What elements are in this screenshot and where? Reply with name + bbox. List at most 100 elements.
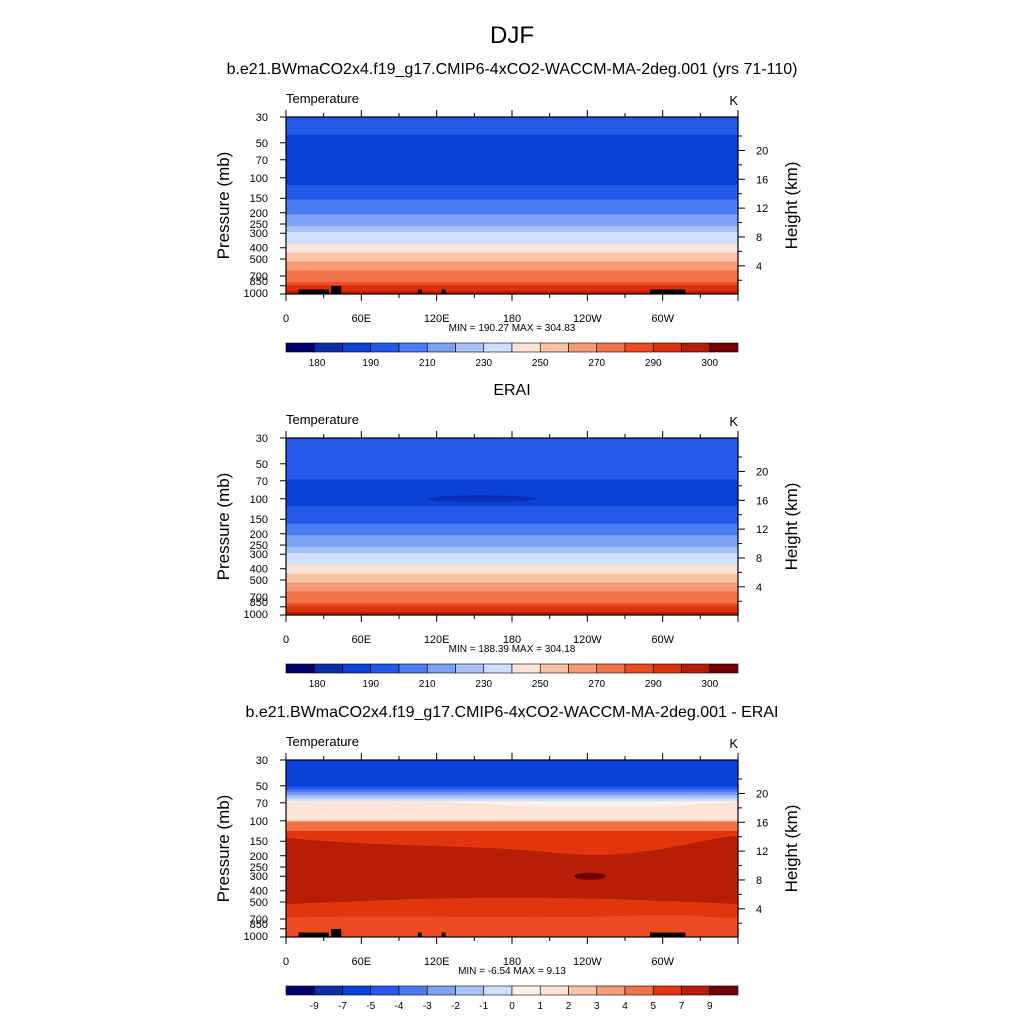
topography — [650, 289, 669, 294]
contour-band — [286, 167, 738, 171]
y-tick-label: 100 — [250, 173, 268, 185]
contour-band — [286, 597, 738, 602]
y2-tick-label: 20 — [756, 788, 768, 800]
y-tick-label: 150 — [250, 514, 268, 526]
y2-tick-label: 12 — [756, 203, 768, 215]
contour-band — [286, 780, 738, 785]
colorbar-swatch — [426, 985, 456, 996]
contour-band — [286, 196, 738, 201]
colorbar-swatch — [483, 342, 513, 353]
y-axis-label: Pressure (mb) — [214, 795, 233, 903]
contour-band — [286, 573, 738, 578]
contour-band — [286, 190, 738, 195]
contour-band — [286, 291, 738, 294]
min-max-label: MIN = 190.27 MAX = 304.83 — [449, 323, 576, 334]
x-tick-label: 180 — [503, 313, 521, 325]
figure-title: DJF — [490, 22, 534, 49]
y-tick-label: 1000 — [244, 609, 268, 621]
contour-band — [286, 240, 738, 245]
contour-band — [286, 128, 738, 133]
colorbar-swatch — [624, 985, 654, 996]
contour-band — [286, 205, 738, 210]
y-tick-label: 500 — [250, 897, 268, 909]
y-tick-label: 400 — [250, 886, 268, 898]
colorbar-swatch — [596, 342, 626, 353]
colorbar-label: 1 — [537, 1001, 543, 1012]
y-tick-label: 1000 — [244, 931, 268, 943]
colorbar-swatch — [455, 342, 485, 353]
panel-title: b.e21.BWmaCO2x4.f19_g17.CMIP6-4xCO2-WACC… — [246, 704, 779, 721]
contour-band — [286, 243, 738, 248]
x-tick-label: 0 — [283, 634, 289, 646]
colorbar-label: -1 — [479, 1001, 488, 1012]
colorbar-swatch — [285, 663, 315, 674]
contour-band — [286, 452, 738, 457]
colorbar-label: 270 — [588, 679, 605, 690]
colorbar-label: 190 — [362, 358, 379, 369]
contour-band — [286, 438, 738, 442]
y-tick-label: 700 — [250, 914, 268, 926]
y-axis-label: Pressure (mb) — [214, 152, 233, 260]
colorbar-swatch — [709, 663, 739, 674]
contour-band — [286, 556, 738, 560]
min-max-label: MIN = 188.39 MAX = 304.18 — [449, 644, 576, 655]
colorbar-swatch — [596, 663, 626, 674]
colorbar-swatch — [342, 985, 372, 996]
y2-tick-label: 4 — [756, 904, 762, 916]
contour-band — [286, 131, 738, 136]
contour-band — [286, 783, 738, 788]
colorbar-swatch — [285, 342, 315, 353]
contour-band — [286, 833, 738, 838]
y2-tick-label: 16 — [756, 817, 768, 829]
contour-band — [286, 232, 738, 236]
contour-band — [286, 532, 738, 537]
contour-band — [286, 845, 738, 850]
panel-2: ERAI Temperature K 0 60E 120E 180 120W 60W 30 50 70… — [214, 382, 801, 690]
topography — [298, 932, 329, 937]
contour-band — [286, 476, 738, 481]
contour-band — [286, 600, 738, 604]
colorbar-swatch — [681, 342, 711, 353]
contour-band — [286, 499, 738, 504]
colorbar-swatch — [398, 342, 428, 353]
contour-band — [286, 786, 738, 791]
contour-field — [286, 760, 738, 937]
x-tick-label: 120W — [573, 313, 602, 325]
topography — [331, 929, 342, 937]
contour-band — [286, 146, 738, 151]
contour-band — [286, 514, 738, 519]
contour-band — [286, 789, 738, 794]
contour-band — [286, 273, 738, 278]
y2-tick-label: 8 — [756, 875, 762, 887]
contour-band — [286, 449, 738, 454]
contour-band — [286, 258, 738, 263]
lower-band — [286, 915, 738, 937]
contour-band — [286, 178, 738, 183]
contour-band — [286, 184, 738, 189]
contour-band — [286, 579, 738, 584]
colorbar-swatch — [539, 663, 569, 674]
contour-band — [286, 249, 738, 254]
contour-band — [286, 523, 738, 528]
y-tick-label: 70 — [256, 155, 268, 167]
contour-band — [286, 255, 738, 260]
y-tick-label: 70 — [256, 476, 268, 488]
colorbar-swatch — [426, 663, 456, 674]
colorbar-label: 7 — [679, 1001, 685, 1012]
contour-band — [286, 119, 738, 124]
units-label: K — [729, 736, 738, 751]
x-tick-label: 180 — [503, 634, 521, 646]
x-tick-label: 120W — [573, 634, 602, 646]
colorbar-label: 5 — [650, 1001, 656, 1012]
variable-label: Temperature — [286, 412, 359, 427]
contour-band — [286, 541, 738, 545]
contour-band — [286, 137, 738, 142]
max-warming-core — [574, 872, 606, 880]
y2-tick-label: 16 — [756, 174, 768, 186]
contour-band — [286, 446, 738, 451]
colorbar-label: 290 — [645, 358, 662, 369]
contour-band — [286, 774, 738, 779]
y2-axis-label: Height (km) — [782, 162, 801, 250]
y-tick-label: 500 — [250, 575, 268, 587]
colorbar-swatch — [483, 663, 513, 674]
